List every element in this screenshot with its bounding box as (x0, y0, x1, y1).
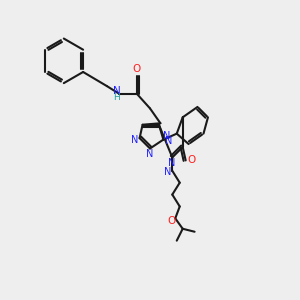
Text: N: N (146, 149, 154, 159)
Text: H: H (113, 93, 120, 102)
Text: O: O (187, 155, 195, 165)
Text: N: N (112, 86, 120, 96)
Text: N: N (165, 136, 172, 146)
Text: N: N (163, 131, 171, 141)
Text: N: N (168, 158, 176, 168)
Text: O: O (133, 64, 141, 74)
Text: N: N (130, 135, 138, 145)
Text: O: O (168, 216, 176, 226)
Text: N: N (164, 167, 172, 177)
